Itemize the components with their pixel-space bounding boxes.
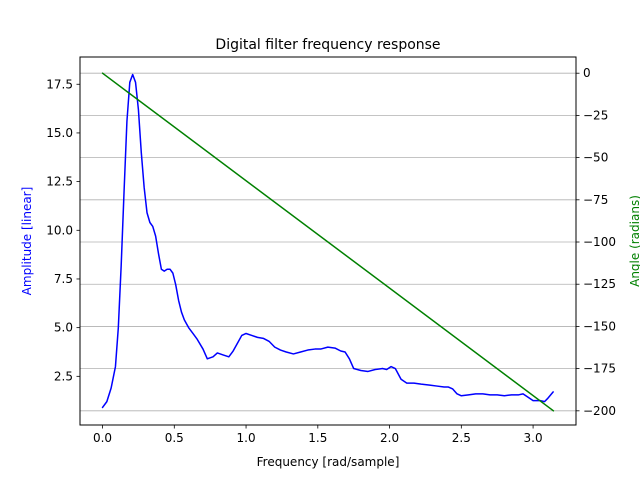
y-left-tick-label-5: 15.0 [46, 126, 73, 140]
series-layer [101, 72, 555, 412]
y-left-tick-label-4: 12.5 [46, 175, 73, 189]
y-right-tick-label-4: −100 [583, 235, 616, 249]
chart-title: Digital filter frequency response [215, 37, 440, 53]
x-tick-label-0: 0.0 [93, 431, 112, 445]
x-tick-label-4: 2.0 [380, 431, 399, 445]
y-right-tick-label-2: −50 [583, 151, 608, 165]
x-axis-label: Frequency [rad/sample] [257, 455, 400, 469]
right-y-axis-label: Angle (radians) [628, 195, 640, 287]
y-right-tick-label-7: −175 [583, 362, 616, 376]
y-right-tick-label-0: 0 [583, 66, 591, 80]
amplitude-series-line [101, 73, 554, 409]
x-tick-label-2: 1.0 [237, 431, 256, 445]
x-tick-label-6: 3.0 [524, 431, 543, 445]
y-right-tick-label-8: −200 [583, 404, 616, 418]
y-right-tick-label-5: −125 [583, 277, 616, 291]
x-tick-label-5: 2.5 [452, 431, 471, 445]
y-left-tick-label-6: 17.5 [46, 77, 73, 91]
y-right-tick-label-6: −150 [583, 319, 616, 333]
y-left-tick-label-0: 2.5 [54, 369, 73, 383]
y-right-tick-label-3: −75 [583, 193, 608, 207]
x-axis: 0.0 0.5 1.0 1.5 2.0 2.5 3.0 [93, 425, 543, 445]
x-tick-label-3: 1.5 [308, 431, 327, 445]
y-left-tick-label-2: 7.5 [54, 272, 73, 286]
angle-series-line [101, 72, 555, 412]
left-y-axis-label: Amplitude [linear] [20, 187, 34, 296]
x-tick-label-1: 0.5 [165, 431, 184, 445]
y-right-tick-label-1: −25 [583, 108, 608, 122]
y-left-tick-label-1: 5.0 [54, 321, 73, 335]
plot-frame [79, 56, 577, 426]
right-y-axis: 0 −25 −50 −75 −100 −125 −150 −175 −200 [576, 66, 616, 418]
left-y-axis: 2.5 5.0 7.5 10.0 12.5 15.0 17.5 [46, 77, 80, 383]
y-left-tick-label-3: 10.0 [46, 223, 73, 237]
